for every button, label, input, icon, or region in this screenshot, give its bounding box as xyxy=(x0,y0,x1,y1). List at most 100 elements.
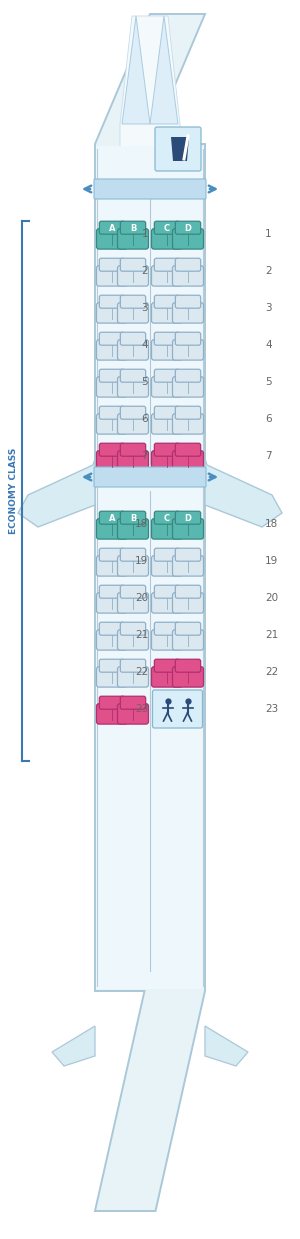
FancyBboxPatch shape xyxy=(97,377,128,398)
Polygon shape xyxy=(95,14,205,1211)
FancyBboxPatch shape xyxy=(118,302,148,323)
FancyBboxPatch shape xyxy=(154,332,180,346)
Polygon shape xyxy=(150,16,178,124)
Text: B: B xyxy=(130,514,136,523)
FancyBboxPatch shape xyxy=(154,444,180,456)
FancyBboxPatch shape xyxy=(118,414,148,434)
FancyBboxPatch shape xyxy=(118,592,148,613)
FancyBboxPatch shape xyxy=(152,556,182,576)
FancyBboxPatch shape xyxy=(97,667,128,688)
FancyBboxPatch shape xyxy=(155,128,201,171)
FancyBboxPatch shape xyxy=(154,369,180,382)
Text: 18: 18 xyxy=(135,519,148,529)
FancyBboxPatch shape xyxy=(99,332,125,346)
FancyBboxPatch shape xyxy=(97,339,128,361)
FancyBboxPatch shape xyxy=(172,451,203,471)
FancyBboxPatch shape xyxy=(120,369,146,382)
FancyBboxPatch shape xyxy=(97,704,128,724)
FancyBboxPatch shape xyxy=(118,556,148,576)
Polygon shape xyxy=(52,1026,95,1066)
FancyBboxPatch shape xyxy=(120,696,146,709)
Text: 3: 3 xyxy=(141,304,148,313)
Text: 5: 5 xyxy=(141,377,148,387)
FancyBboxPatch shape xyxy=(99,444,125,456)
FancyBboxPatch shape xyxy=(175,369,201,382)
FancyBboxPatch shape xyxy=(99,369,125,382)
FancyBboxPatch shape xyxy=(97,265,128,286)
Polygon shape xyxy=(171,138,189,161)
Text: 6: 6 xyxy=(265,414,272,424)
FancyBboxPatch shape xyxy=(175,406,201,419)
FancyBboxPatch shape xyxy=(175,512,201,524)
FancyBboxPatch shape xyxy=(118,704,148,724)
Text: 19: 19 xyxy=(135,556,148,566)
FancyBboxPatch shape xyxy=(154,295,180,309)
Text: C: C xyxy=(164,514,170,523)
FancyBboxPatch shape xyxy=(152,414,182,434)
FancyBboxPatch shape xyxy=(99,222,125,234)
FancyBboxPatch shape xyxy=(172,414,203,434)
Text: 20: 20 xyxy=(265,593,278,603)
FancyBboxPatch shape xyxy=(172,592,203,613)
Text: ECONOMY CLASS: ECONOMY CLASS xyxy=(10,447,19,534)
FancyBboxPatch shape xyxy=(152,265,182,286)
FancyBboxPatch shape xyxy=(172,377,203,398)
Text: 6: 6 xyxy=(141,414,148,424)
FancyBboxPatch shape xyxy=(152,667,182,688)
FancyBboxPatch shape xyxy=(97,451,128,471)
Text: 23: 23 xyxy=(265,704,278,714)
FancyBboxPatch shape xyxy=(118,339,148,361)
FancyBboxPatch shape xyxy=(175,585,201,598)
Text: 22: 22 xyxy=(265,667,278,676)
FancyBboxPatch shape xyxy=(97,414,128,434)
Text: 4: 4 xyxy=(141,339,148,349)
FancyBboxPatch shape xyxy=(120,332,146,346)
FancyBboxPatch shape xyxy=(118,265,148,286)
FancyBboxPatch shape xyxy=(175,444,201,456)
FancyBboxPatch shape xyxy=(99,585,125,598)
FancyBboxPatch shape xyxy=(154,258,180,271)
Text: B: B xyxy=(130,224,136,233)
FancyBboxPatch shape xyxy=(99,696,125,709)
FancyBboxPatch shape xyxy=(152,229,182,249)
FancyBboxPatch shape xyxy=(175,622,201,636)
Text: A: A xyxy=(109,514,115,523)
FancyBboxPatch shape xyxy=(99,295,125,309)
FancyBboxPatch shape xyxy=(172,629,203,650)
FancyBboxPatch shape xyxy=(118,377,148,398)
Text: D: D xyxy=(184,514,191,523)
FancyBboxPatch shape xyxy=(118,229,148,249)
Text: A: A xyxy=(109,224,115,233)
FancyBboxPatch shape xyxy=(152,592,182,613)
FancyBboxPatch shape xyxy=(154,406,180,419)
FancyBboxPatch shape xyxy=(172,339,203,361)
FancyBboxPatch shape xyxy=(99,548,125,561)
Text: 20: 20 xyxy=(135,593,148,603)
Text: 1: 1 xyxy=(141,229,148,239)
FancyBboxPatch shape xyxy=(118,451,148,471)
FancyBboxPatch shape xyxy=(152,451,182,471)
FancyBboxPatch shape xyxy=(97,302,128,323)
Text: 18: 18 xyxy=(265,519,278,529)
FancyBboxPatch shape xyxy=(172,229,203,249)
FancyBboxPatch shape xyxy=(154,622,180,636)
FancyBboxPatch shape xyxy=(120,622,146,636)
FancyBboxPatch shape xyxy=(175,332,201,346)
FancyBboxPatch shape xyxy=(120,295,146,309)
FancyBboxPatch shape xyxy=(97,229,128,249)
FancyBboxPatch shape xyxy=(94,178,206,199)
Text: 7: 7 xyxy=(141,451,148,461)
Text: D: D xyxy=(184,224,191,233)
FancyBboxPatch shape xyxy=(120,548,146,561)
Polygon shape xyxy=(122,16,150,124)
FancyBboxPatch shape xyxy=(172,667,203,688)
FancyBboxPatch shape xyxy=(97,556,128,576)
FancyBboxPatch shape xyxy=(118,629,148,650)
FancyBboxPatch shape xyxy=(120,258,146,271)
FancyBboxPatch shape xyxy=(175,222,201,234)
FancyBboxPatch shape xyxy=(154,548,180,561)
Text: 4: 4 xyxy=(265,339,272,349)
FancyBboxPatch shape xyxy=(172,265,203,286)
Text: 21: 21 xyxy=(265,629,278,641)
FancyBboxPatch shape xyxy=(118,667,148,688)
